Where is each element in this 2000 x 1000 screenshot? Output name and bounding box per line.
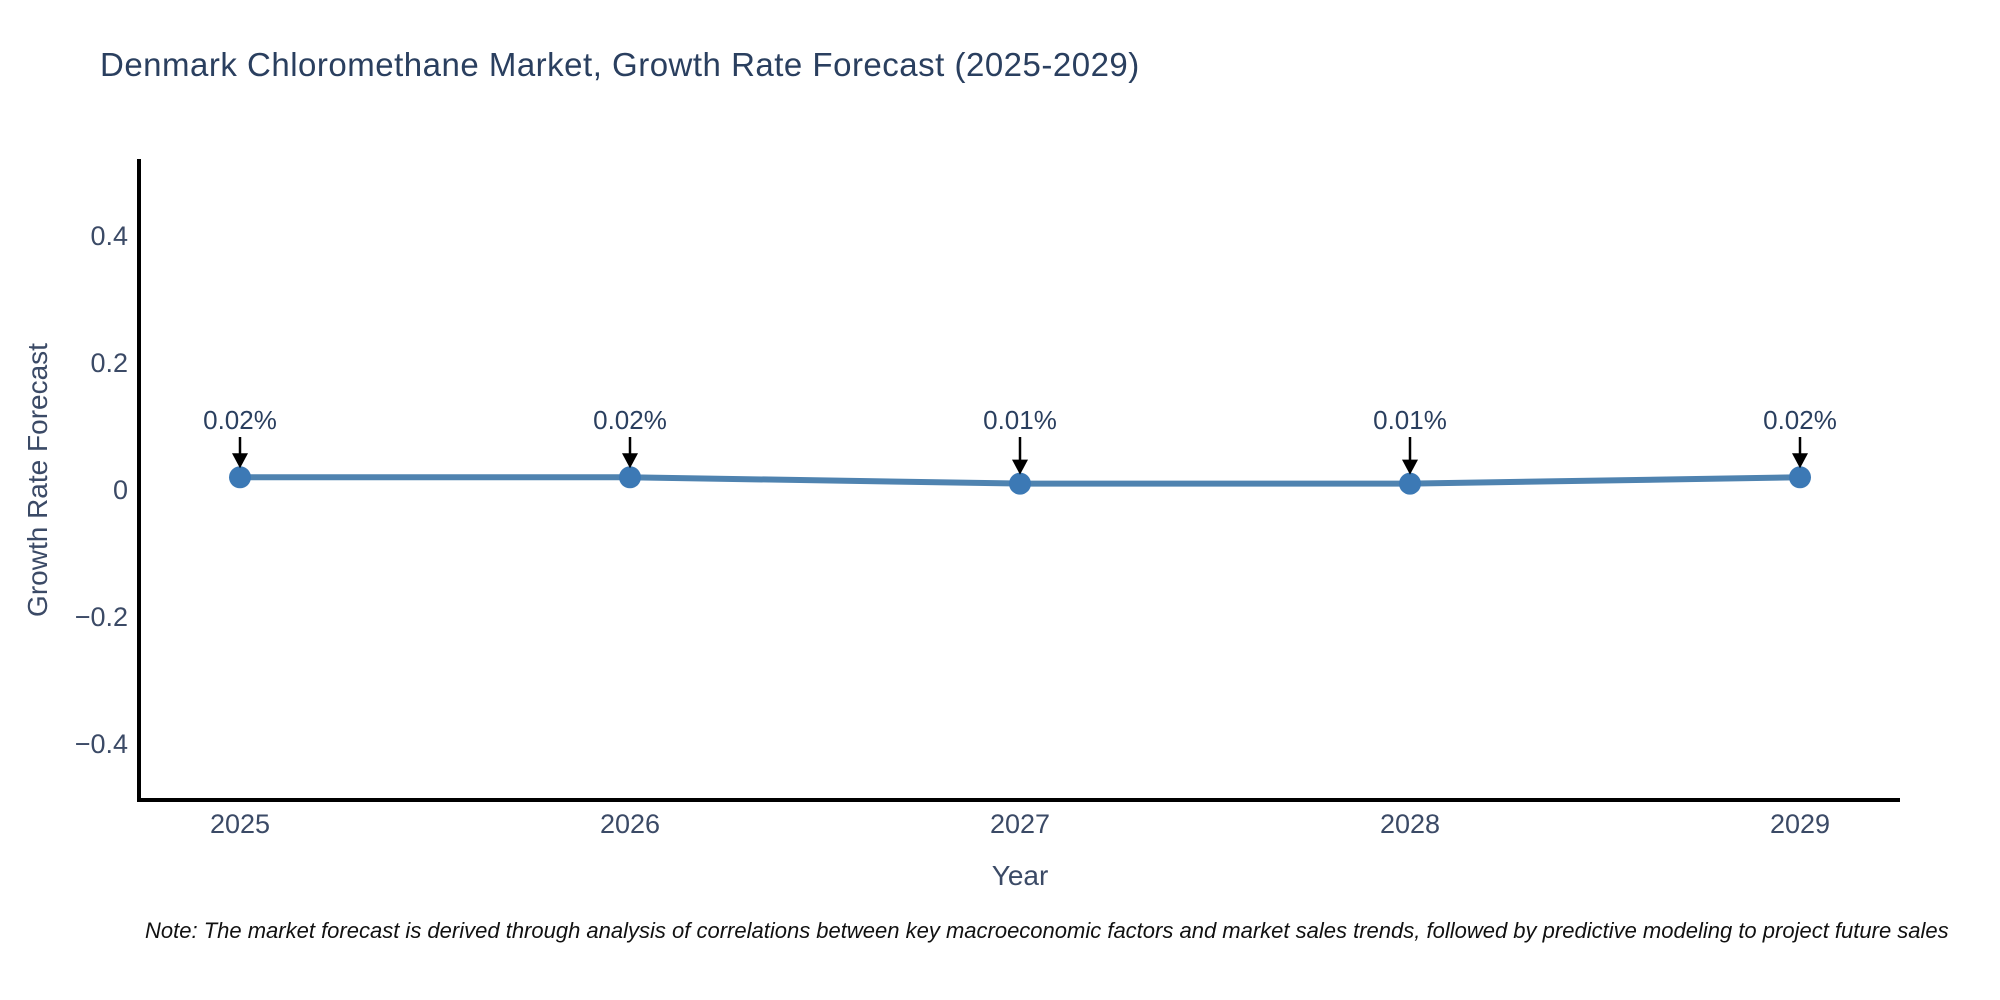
data-point-marker [1789, 466, 1811, 489]
y-tick-label: 0 [113, 475, 128, 505]
y-tick-label: 0.2 [90, 348, 128, 378]
data-point-marker [1399, 472, 1421, 495]
y-tick-label: −0.4 [75, 729, 128, 759]
annotation-arrow-head [1792, 453, 1808, 469]
annotation-arrow-head [622, 453, 638, 469]
annotation-arrow-head [232, 453, 248, 469]
data-point-label: 0.01% [1373, 405, 1447, 435]
data-point-marker [1009, 472, 1031, 495]
x-tick-label: 2026 [600, 809, 660, 839]
y-axis-title: Growth Rate Forecast [22, 343, 53, 617]
data-point-marker [229, 466, 251, 489]
annotation-arrow-head [1012, 459, 1028, 475]
y-tick-label: −0.2 [75, 602, 128, 632]
chart-title: Denmark Chloromethane Market, Growth Rat… [100, 46, 1140, 83]
x-tick-label: 2027 [990, 809, 1050, 839]
y-tick-label: 0.4 [90, 221, 128, 251]
data-point-label: 0.02% [203, 405, 277, 435]
x-tick-label: 2028 [1380, 809, 1440, 839]
data-point-marker [619, 466, 641, 489]
data-point-label: 0.02% [593, 405, 667, 435]
footnote: Note: The market forecast is derived thr… [145, 918, 1949, 943]
annotation-arrow-head [1402, 459, 1418, 475]
x-axis-title: Year [991, 860, 1049, 891]
x-tick-label: 2029 [1770, 809, 1830, 839]
data-point-label: 0.01% [983, 405, 1057, 435]
data-point-label: 0.02% [1763, 405, 1837, 435]
x-tick-label: 2025 [210, 809, 270, 839]
